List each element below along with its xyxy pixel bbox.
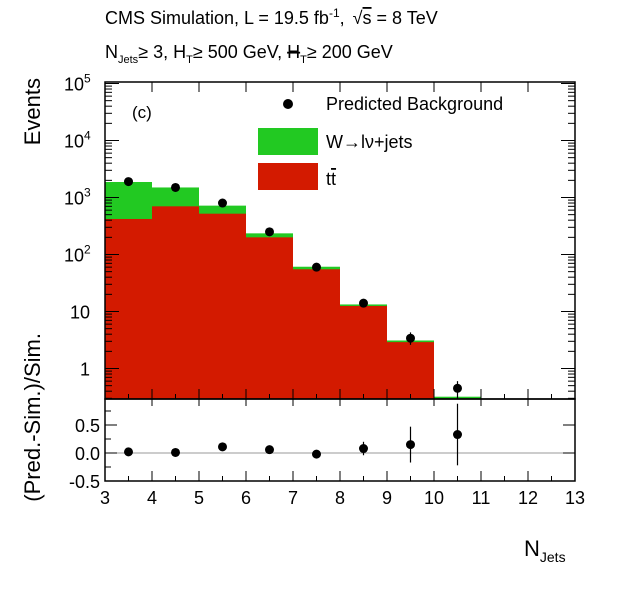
ratio-y-tick-label: -0.5 — [69, 472, 100, 492]
predicted-point — [124, 177, 133, 187]
ratio-point — [265, 445, 274, 455]
legend-label-predicted: Predicted Background — [326, 94, 503, 114]
x-tick-label: 4 — [147, 488, 157, 508]
ratio-y-axis-label: (Pred.-Sim.)/Sim. — [20, 333, 45, 502]
predicted-point — [406, 333, 415, 343]
ratio-panel: 0.5 0.0 -0.5 3 4 5 6 7 8 9 10 11 12 13 (Pred.-Sim.)/… — [20, 333, 585, 565]
y-tick-label: 10 — [70, 303, 90, 323]
ratio-point — [359, 444, 368, 454]
predicted-point — [218, 198, 227, 208]
ratio-point — [312, 449, 321, 459]
x-tick-label: 13 — [565, 488, 585, 508]
x-tick-label: 10 — [424, 488, 444, 508]
bar-ttbar-bin-4 — [152, 206, 199, 399]
ratio-y-tick-label: 0.0 — [75, 444, 100, 464]
ratio-point — [406, 440, 415, 450]
ratio-point — [453, 430, 462, 440]
ratio-point — [171, 447, 180, 457]
legend-label-wjets: W→lν+jets — [326, 132, 413, 152]
predicted-point — [359, 298, 368, 308]
x-tick-label: 7 — [288, 488, 298, 508]
legend-swatch-wjets — [258, 128, 318, 155]
main-y-axis-label: Events — [20, 78, 45, 145]
ratio-y-tick-label: 0.5 — [75, 416, 100, 436]
x-tick-label: 5 — [194, 488, 204, 508]
y-tick-label: 1 — [80, 360, 90, 380]
main-y-axis: 1 10 102 103 104 105 — [64, 72, 575, 399]
x-tick-label: 12 — [518, 488, 538, 508]
bar-ttbar-bin-5 — [199, 213, 246, 399]
y-tick-label: 102 — [64, 243, 91, 266]
x-tick-label: 6 — [241, 488, 251, 508]
header-line-2: NJets≥ 3, HT≥ 500 GeV, HT≥ 200 GeV — [105, 42, 393, 66]
header-line-1: CMS Simulation, L = 19.5 fb-1, √s = 8 TeV — [105, 6, 438, 28]
main-x-ticks — [104, 82, 576, 399]
predicted-point — [265, 227, 274, 237]
ratio-x-axis: 3 4 5 6 7 8 9 10 11 12 13 — [100, 399, 585, 508]
ratio-points — [124, 403, 462, 466]
legend-marker-predicted — [283, 99, 293, 109]
y-tick-label: 105 — [64, 72, 91, 95]
ratio-frame — [104, 398, 576, 482]
x-tick-label: 11 — [472, 488, 491, 508]
panel-label: (c) — [132, 103, 152, 122]
legend: Predicted Background W→lν+jets tt — [258, 94, 503, 190]
ratio-point — [124, 447, 133, 457]
ratio-point — [218, 442, 227, 452]
main-panel: 1 10 102 103 104 105 (c) Predicted Background… — [20, 72, 576, 400]
y-tick-label: 104 — [64, 129, 91, 152]
legend-swatch-ttbar — [258, 163, 318, 190]
y-tick-label: 103 — [64, 186, 91, 209]
bar-ttbar-bin-6 — [246, 237, 293, 399]
x-axis-label: NJets — [524, 536, 566, 565]
predicted-point — [171, 182, 180, 192]
bar-ttbar-bin-9 — [387, 342, 434, 399]
x-tick-label: 8 — [335, 488, 345, 508]
bar-ttbar-bin-3 — [105, 218, 152, 399]
bar-ttbar-bin-7 — [293, 269, 340, 399]
histogram-bars — [105, 182, 481, 399]
ratio-y-axis: 0.5 0.0 -0.5 — [69, 410, 575, 492]
x-tick-label: 9 — [382, 488, 392, 508]
predicted-point — [312, 262, 321, 272]
legend-label-ttbar: tt — [326, 169, 336, 189]
predicted-point — [453, 383, 462, 393]
bar-ttbar-bin-8 — [340, 305, 387, 399]
x-tick-label: 3 — [100, 488, 110, 508]
